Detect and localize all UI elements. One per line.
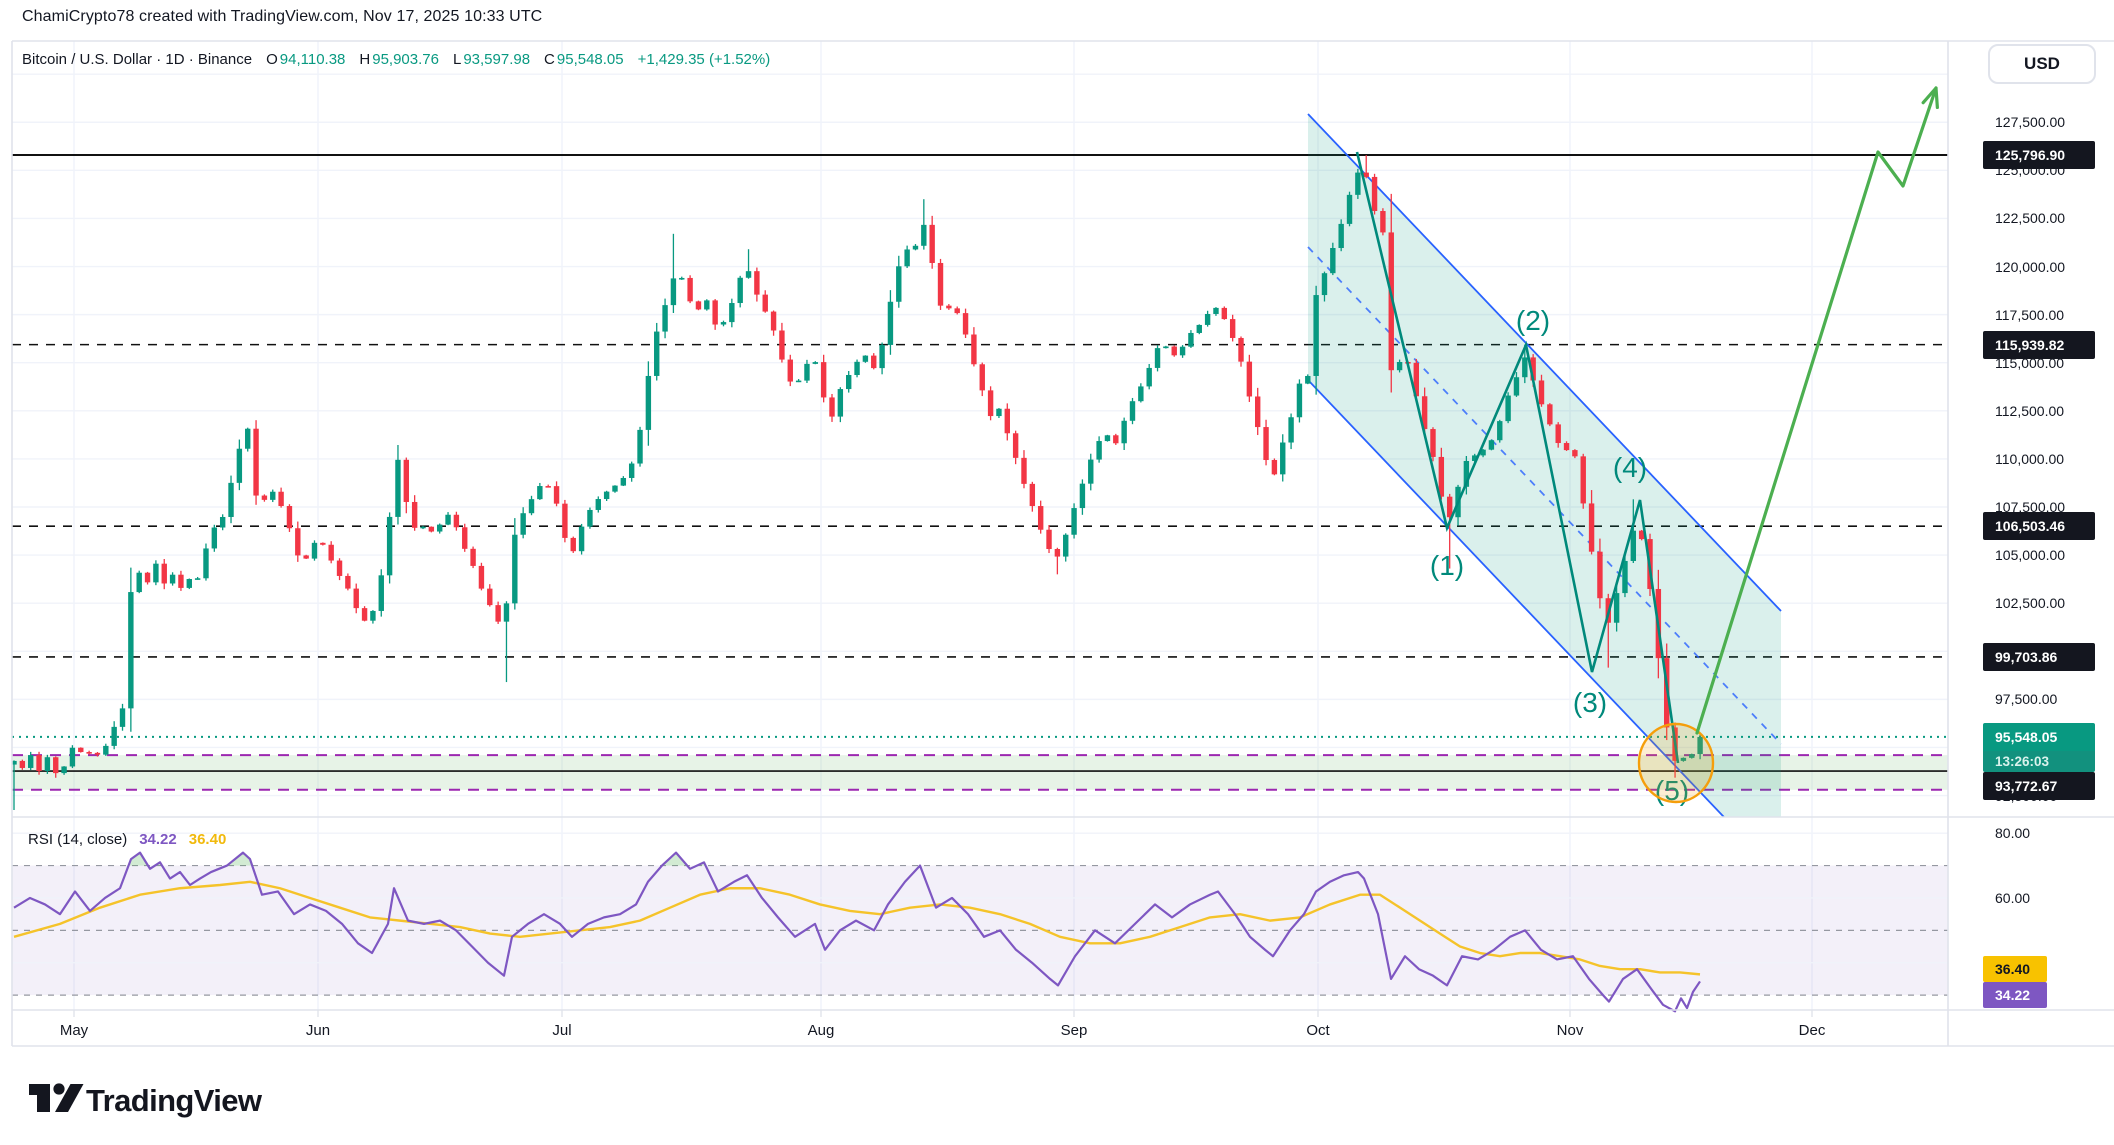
wave-label: (3) <box>1573 687 1607 718</box>
wave-label: (4) <box>1613 452 1647 483</box>
tradingview-logo-icon[interactable] <box>28 1082 84 1118</box>
tradingview-wordmark[interactable]: TradingView <box>86 1083 262 1118</box>
wave-label: (2) <box>1516 305 1550 336</box>
currency-label: USD <box>2024 54 2060 73</box>
currency-toggle-button[interactable]: USD <box>1988 44 2096 84</box>
wave-label: (1) <box>1430 550 1464 581</box>
